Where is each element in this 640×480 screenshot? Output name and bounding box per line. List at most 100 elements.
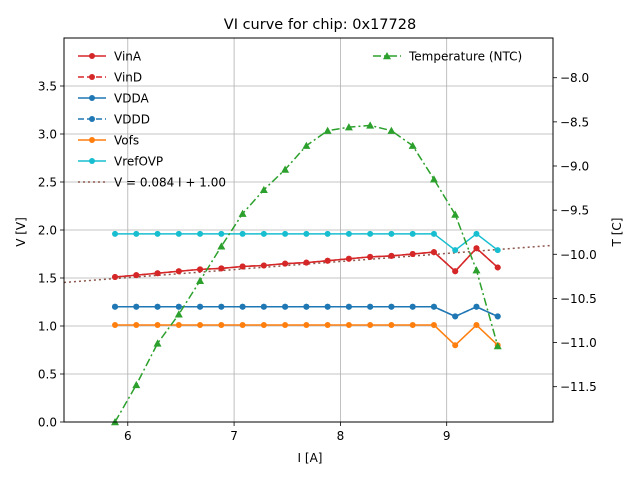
- data-point: [112, 303, 119, 310]
- data-point: [429, 175, 438, 183]
- data-point: [409, 230, 416, 237]
- data-point: [175, 268, 182, 275]
- data-point: [409, 303, 416, 310]
- y-tick-label-left: 0.0: [38, 416, 57, 430]
- data-point: [112, 230, 119, 237]
- data-point: [282, 260, 289, 267]
- data-point: [408, 141, 417, 149]
- data-point: [218, 265, 225, 272]
- data-point: [175, 303, 182, 310]
- data-point: [303, 259, 310, 266]
- legend-label: VDDA: [114, 92, 149, 106]
- data-point: [282, 303, 289, 310]
- data-point: [154, 230, 161, 237]
- data-point: [452, 247, 459, 254]
- y-tick-label-left: 3.0: [38, 128, 57, 142]
- series-vind: [112, 245, 501, 281]
- legend-right: Temperature (NTC): [373, 50, 522, 64]
- data-point: [154, 303, 161, 310]
- y-tick-label-right: −8.5: [560, 115, 589, 129]
- data-point: [367, 322, 374, 329]
- data-point: [218, 322, 225, 329]
- data-point: [260, 322, 267, 329]
- data-point: [430, 230, 437, 237]
- y-axis-label-left: V [V]: [14, 217, 28, 247]
- data-point: [259, 185, 268, 194]
- data-point: [366, 121, 375, 129]
- data-point: [218, 303, 225, 310]
- data-point: [494, 313, 501, 320]
- y-tick-label-left: 2.0: [38, 224, 57, 238]
- data-point: [282, 230, 289, 237]
- data-point: [472, 266, 481, 274]
- data-point: [451, 210, 460, 218]
- data-point: [154, 322, 161, 329]
- y-tick-label-left: 2.5: [38, 176, 57, 190]
- y-tick-label-right: −9.0: [560, 160, 589, 174]
- data-point: [197, 266, 204, 273]
- legend-swatch-marker: [89, 74, 95, 80]
- series-layer: [111, 121, 502, 426]
- y-tick-label-right: −10.0: [560, 248, 597, 262]
- legend-entry: VDDA: [78, 92, 149, 106]
- series-vddd: [112, 303, 501, 320]
- y-tick-label-right: −11.0: [560, 336, 597, 350]
- legend-label: V = 0.084 I + 1.00: [114, 176, 226, 190]
- y-axis-label-right: T [C]: [610, 218, 624, 248]
- data-point: [197, 230, 204, 237]
- data-point: [430, 322, 437, 329]
- data-point: [174, 310, 183, 318]
- legend-entry: VDDD: [78, 113, 150, 127]
- series-line: [114, 124, 499, 423]
- data-point: [260, 303, 267, 310]
- data-point: [452, 268, 459, 275]
- data-point: [452, 313, 459, 320]
- y-tick-label-right: −11.5: [560, 380, 597, 394]
- data-point: [367, 230, 374, 237]
- data-point: [238, 209, 247, 217]
- data-point: [473, 322, 480, 329]
- data-point: [112, 274, 119, 281]
- axes: 6 7 8 9 0.0 0.5 1.0 1.5 2.0 2.5 3.0 3.5 −11.5 −11.0 −1…: [38, 71, 597, 443]
- data-point: [388, 322, 395, 329]
- data-point: [324, 257, 331, 264]
- data-point: [324, 303, 331, 310]
- data-point: [197, 303, 204, 310]
- legend-entry: VinA: [78, 50, 142, 64]
- data-point: [344, 123, 353, 131]
- y-tick-label-left: 0.5: [38, 368, 57, 382]
- legend-label: Vofs: [114, 134, 139, 148]
- data-point: [367, 253, 374, 260]
- series-vrefovp: [112, 230, 501, 254]
- data-point: [324, 230, 331, 237]
- data-point: [494, 264, 501, 271]
- chart-title: VI curve for chip: 0x17728: [224, 17, 416, 33]
- legend-swatch-marker: [89, 116, 95, 122]
- data-point: [133, 272, 140, 279]
- legend-swatch-marker: [89, 158, 95, 164]
- data-point: [260, 230, 267, 237]
- data-point: [281, 165, 290, 173]
- legend-swatch-marker: [383, 52, 391, 60]
- legend-entry: Vofs: [78, 134, 139, 148]
- legend-swatch-marker: [89, 137, 95, 143]
- data-point: [239, 303, 246, 310]
- legend-label: VrefOVP: [114, 155, 163, 169]
- data-point: [260, 262, 267, 269]
- data-point: [175, 230, 182, 237]
- data-point: [302, 141, 311, 149]
- legend-label: VDDD: [114, 113, 150, 127]
- data-point: [473, 245, 480, 252]
- data-point: [473, 303, 480, 310]
- data-point: [345, 230, 352, 237]
- data-point: [323, 126, 332, 134]
- data-point: [282, 322, 289, 329]
- x-tick-label: 7: [230, 429, 238, 443]
- data-point: [452, 342, 459, 349]
- data-point: [367, 303, 374, 310]
- legend-entry: VrefOVP: [78, 155, 163, 169]
- series-line: [115, 324, 499, 347]
- data-point: [430, 303, 437, 310]
- y-tick-label-right: −8.0: [560, 71, 589, 85]
- data-point: [303, 303, 310, 310]
